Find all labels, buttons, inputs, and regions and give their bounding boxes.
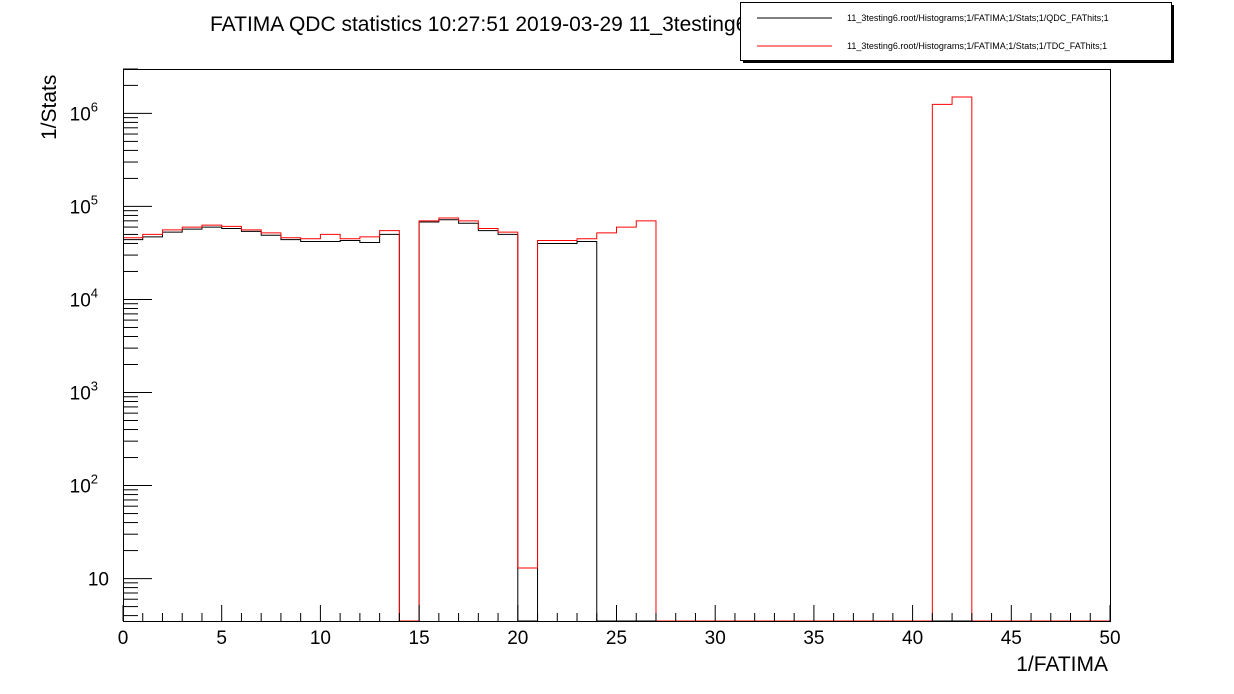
x-tick-label: 15 — [409, 628, 430, 649]
y-tick-label: 105 — [70, 192, 98, 218]
x-tick-label: 30 — [705, 628, 726, 649]
chart-title: FATIMA QDC statistics 10:27:51 2019-03-2… — [210, 13, 790, 36]
x-tick-label: 35 — [803, 628, 824, 649]
x-tick-label: 40 — [902, 628, 923, 649]
legend-label-1: 11_3testing6.root/Histograms;1/FATIMA;1/… — [847, 13, 1109, 23]
x-axis: 0 5 10 15 20 25 30 35 40 45 50 — [118, 605, 1121, 649]
y-tick-label: 104 — [70, 285, 98, 311]
y-tick-label: 102 — [70, 472, 98, 498]
y-tick-label: 106 — [70, 99, 98, 125]
legend: 11_3testing6.root/Histograms;1/FATIMA;1/… — [740, 2, 1174, 63]
y-tick-label: 10 — [88, 570, 109, 591]
plot-frame — [123, 69, 1111, 622]
y-axis-title: 1/Stats — [38, 75, 61, 140]
x-tick-label: 25 — [606, 628, 627, 649]
x-tick-label: 20 — [507, 628, 528, 649]
x-tick-label: 10 — [310, 628, 331, 649]
legend-box — [740, 2, 1172, 61]
legend-entries: 11_3testing6.root/Histograms;1/FATIMA;1/… — [757, 13, 1109, 51]
x-tick-label: 0 — [118, 628, 129, 649]
x-tick-label: 45 — [1001, 628, 1022, 649]
y-axis: 10 102 103 104 105 106 — [70, 68, 152, 617]
legend-label-2: 11_3testing6.root/Histograms;1/FATIMA;1/… — [847, 41, 1107, 51]
y-tick-label: 103 — [70, 379, 98, 405]
x-tick-label: 50 — [1099, 628, 1120, 649]
x-axis-title: 1/FATIMA — [1016, 653, 1108, 676]
x-tick-label: 5 — [216, 628, 227, 649]
